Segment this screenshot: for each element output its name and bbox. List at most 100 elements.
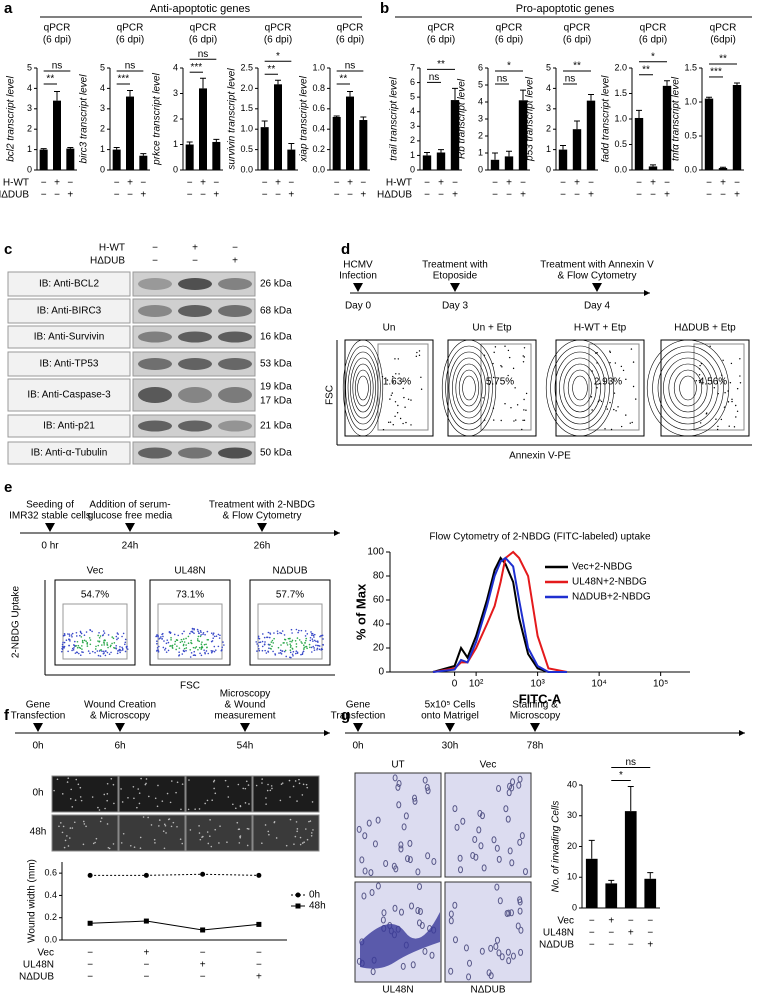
event-dot (118, 649, 120, 652)
y-tick-label: 7 (410, 62, 415, 72)
cell-speck (227, 796, 230, 798)
cell (506, 957, 512, 965)
event-dot (620, 425, 623, 428)
event-dot (305, 639, 307, 642)
significance-label: ns (345, 61, 356, 72)
event-dot (713, 387, 716, 389)
y-tick-label: 1 (410, 150, 415, 160)
event-dot (313, 636, 315, 638)
size-label: 68 kDa (260, 306, 292, 317)
timeline-time: 6h (114, 741, 125, 752)
y-tick-label: 5 (100, 62, 105, 72)
blot-band (218, 447, 252, 459)
event-dot (523, 419, 526, 422)
panel-label: d (341, 241, 350, 258)
event-dot (399, 417, 402, 420)
condition-sign: − (706, 190, 712, 201)
cell (431, 857, 437, 865)
cell-speck (127, 796, 129, 799)
event-dot (405, 421, 407, 424)
blot-band (218, 358, 252, 370)
event-dot (110, 644, 112, 647)
cell (476, 826, 482, 834)
event-dot (291, 648, 294, 650)
event-dot (301, 642, 303, 644)
panel-label: c (4, 241, 12, 258)
event-dot (268, 647, 270, 649)
cell-speck (161, 800, 164, 802)
event-dot (507, 349, 510, 352)
event-dot (279, 652, 282, 654)
cell-speck (85, 825, 87, 828)
condition-sign: + (360, 190, 366, 201)
bar (274, 84, 282, 170)
image-label: UT (391, 760, 404, 771)
event-dot (590, 396, 593, 398)
event-dot (285, 655, 287, 658)
event-dot (273, 632, 275, 634)
condition-sign: + (647, 940, 653, 951)
event-dot (199, 652, 201, 655)
event-dot (522, 419, 524, 422)
bar (704, 98, 714, 170)
cell (457, 854, 463, 862)
contour (550, 345, 610, 431)
cell (510, 778, 516, 786)
event-dot (605, 406, 607, 408)
cell-speck (158, 825, 160, 827)
cell-speck (224, 779, 227, 782)
condition-sign: − (213, 178, 219, 189)
event-dot (629, 422, 631, 424)
timeline-time: Day 0 (345, 301, 372, 312)
event-dot (212, 650, 214, 652)
event-dot (309, 639, 312, 642)
event-dot (171, 647, 174, 649)
marker (200, 927, 206, 933)
condition-sign: − (574, 190, 580, 201)
event-dot (596, 362, 598, 364)
error-bar (588, 839, 595, 859)
event-dot (304, 635, 307, 637)
image-label: UL48N (382, 985, 413, 996)
bar (662, 85, 672, 170)
event-dot (85, 631, 88, 633)
condition-name: NΔDUB (539, 940, 574, 951)
event-dot (91, 630, 93, 633)
event-dot (103, 650, 105, 653)
legend-label: 0h (309, 890, 320, 901)
y-tick-label: 0 (410, 164, 415, 174)
event-dot (79, 647, 82, 650)
condition-sign: + (275, 178, 281, 189)
cell-speck (181, 783, 184, 785)
contour (668, 363, 708, 413)
chart-title: qPCR (337, 23, 364, 34)
event-dot (221, 646, 223, 649)
significance-label: *** (117, 74, 129, 85)
timeline-event: Addition of serum- (89, 500, 170, 511)
condition-sign: − (560, 178, 566, 189)
event-dot (256, 643, 258, 645)
bar (732, 85, 742, 170)
antibody-box (7, 351, 131, 377)
cell-speck (267, 783, 269, 786)
event-dot (397, 404, 399, 407)
event-dot (617, 406, 619, 408)
cell-speck (199, 838, 202, 841)
event-dot (115, 635, 118, 638)
event-dot (267, 631, 270, 634)
cell-speck (92, 842, 95, 845)
cell (517, 907, 523, 915)
cell (516, 781, 522, 789)
condition-sign: + (347, 178, 353, 189)
event-dot (177, 634, 180, 637)
event-dot (108, 653, 111, 655)
cell-speck (75, 778, 78, 781)
cell (479, 812, 485, 820)
event-dot (716, 428, 719, 431)
event-dot (631, 421, 633, 424)
event-dot (402, 387, 404, 390)
series-line (432, 556, 567, 673)
timeline-time: 30h (442, 741, 459, 752)
cell-speck (247, 784, 250, 786)
error-bar (186, 141, 193, 145)
